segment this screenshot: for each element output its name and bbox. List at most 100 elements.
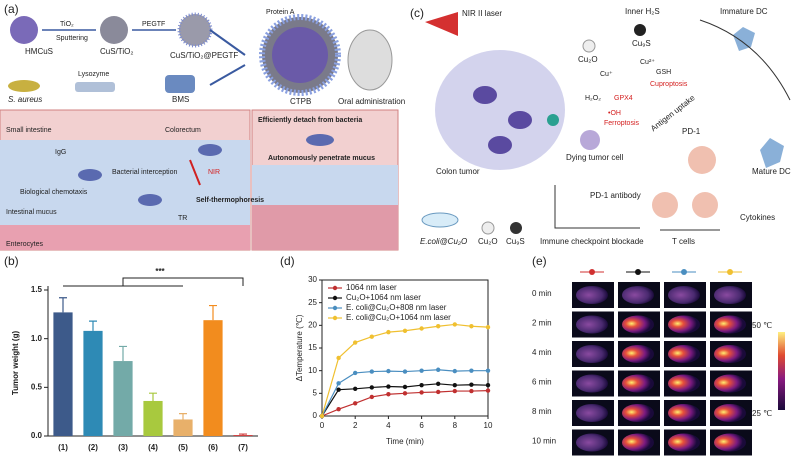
point [485, 382, 491, 388]
point [386, 368, 391, 374]
panel-c-art [421, 12, 791, 235]
time-label: 4 min [532, 348, 552, 357]
diagram-label: Cytokines [740, 213, 775, 222]
thermal-mouse [576, 404, 608, 422]
legend-marker [332, 315, 338, 321]
bar [203, 320, 223, 436]
x-tick-label: 6 [419, 421, 424, 430]
error-bar [59, 297, 67, 313]
thermal-mouse [714, 286, 746, 304]
diagram-label: CuS/TiO₂ [100, 47, 133, 56]
diagram-label: Oral administration [338, 97, 405, 106]
point [353, 386, 358, 391]
x-tick-label: (5) [178, 443, 188, 452]
point [485, 368, 491, 373]
y-tick-label: 10 [308, 366, 317, 375]
bar [143, 400, 163, 436]
point [402, 369, 408, 374]
x-tick-label: 10 [484, 421, 493, 430]
point [386, 392, 391, 397]
x-axis-label: Time (min) [386, 437, 424, 446]
diagram-label: Ferroptosis [604, 120, 640, 127]
x-tick-label: (1) [58, 443, 68, 452]
x-tick-label: (6) [208, 443, 218, 452]
diagram-label: Mature DC [752, 167, 791, 176]
error-bar [89, 320, 97, 331]
y-tick-label: 0.0 [31, 431, 43, 440]
point [469, 324, 474, 329]
thermal-mouse [714, 374, 746, 393]
point [386, 384, 391, 389]
diagram-label: GPX4 [614, 95, 633, 102]
y-tick-label: 5 [313, 388, 318, 397]
significance-bracket [63, 277, 244, 287]
diagram-label: Cu₉S [506, 237, 525, 246]
bar [53, 312, 73, 436]
x-tick-label: 2 [353, 421, 358, 430]
thermal-mouse [714, 345, 746, 363]
diagram-label: Intestinal mucus [6, 209, 57, 216]
point [469, 382, 474, 387]
error-bar [179, 413, 187, 420]
diagram-label: Bacterial interception [112, 169, 177, 176]
x-tick-label: 8 [453, 421, 458, 430]
legend-label: E. coli@Cu₂O+1064 nm laser [346, 313, 451, 322]
thermal-mouse [622, 374, 654, 393]
legend-marker [332, 295, 338, 301]
thermal-mouse [668, 433, 700, 452]
y-tick-label: 25 [308, 298, 317, 307]
x-tick-label: 4 [386, 421, 391, 430]
diagram-label: IgG [55, 149, 66, 156]
point [436, 381, 441, 387]
thermal-mouse [576, 433, 608, 452]
panel-label: (d) [280, 254, 295, 268]
point [402, 391, 408, 396]
error-bar [149, 392, 157, 401]
diagram-label: Efficiently detach from bacteria [258, 117, 362, 124]
error-bar [209, 304, 217, 321]
diagram-label: Colon tumor [436, 167, 480, 176]
thermal-mouse [668, 404, 700, 422]
diagram-label: Cu₉S [632, 39, 651, 48]
point [369, 369, 374, 374]
bar [113, 361, 133, 436]
legend-marker [332, 285, 338, 291]
thermal-mouse [668, 345, 700, 363]
panel-a-art [0, 12, 399, 251]
diagram-label: PD-1 antibody [590, 191, 641, 200]
colorbar [778, 332, 785, 410]
x-tick-label: 0 [320, 421, 325, 430]
time-label: 2 min [532, 319, 552, 328]
error-bar [239, 433, 247, 436]
thermal-mouse [714, 433, 746, 452]
time-label: 10 min [532, 437, 556, 446]
diagram-label: •OH [608, 110, 621, 117]
diagram-label: Colorectum [165, 127, 201, 134]
x-tick-label: (3) [118, 443, 128, 452]
thermal-mouse [668, 286, 700, 304]
diagram-label: Self-thermophoresis [196, 197, 264, 204]
diagram-label: Cu₂O [578, 55, 598, 64]
y-tick-label: 0.5 [31, 382, 43, 391]
point [419, 368, 424, 373]
diagram-label: E.coli@Cu₂O [420, 237, 467, 246]
point [452, 388, 457, 394]
point [436, 389, 441, 395]
diagram-label: Enterocytes [6, 241, 43, 248]
thermal-mouse [622, 345, 654, 363]
colorbar-label: 25 ℃ [752, 409, 772, 418]
point [402, 328, 408, 333]
point [353, 401, 358, 406]
point [419, 382, 424, 388]
thermal-mouse [576, 345, 608, 363]
thermal-mouse [622, 315, 654, 334]
point [336, 387, 341, 392]
point [469, 368, 474, 373]
point [386, 329, 391, 335]
diagram-label: Inner H₂S [625, 7, 660, 16]
diagram-label: Immune checkpoint blockade [540, 237, 644, 246]
group-marker [635, 269, 641, 275]
y-axis-label: ΔTemperature (℃) [295, 314, 304, 381]
diagram-label: Immature DC [720, 7, 768, 16]
